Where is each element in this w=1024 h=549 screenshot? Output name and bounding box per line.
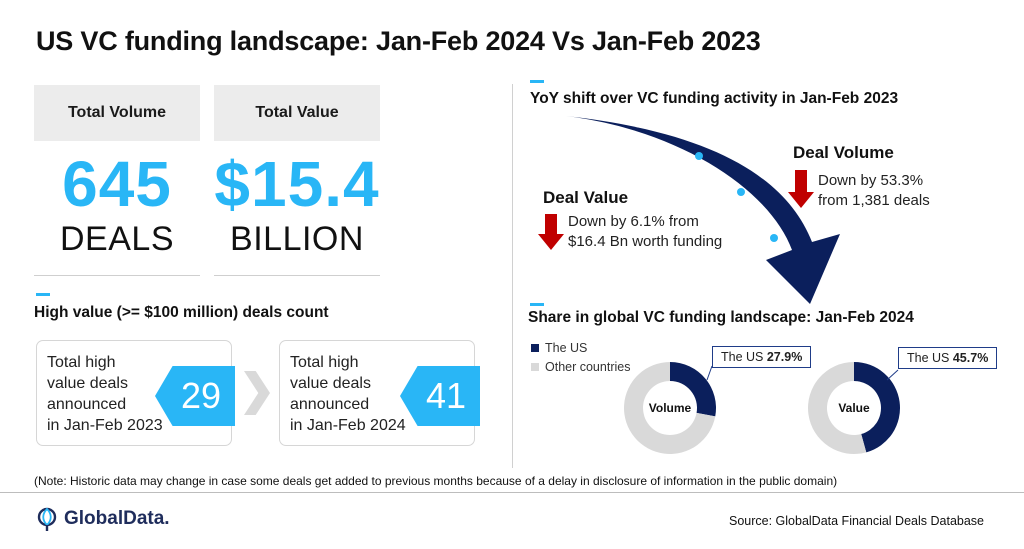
stat-value-value: $15.4 [214, 148, 380, 220]
callout-volume-value: 27.9% [766, 350, 803, 364]
stat-volume-header: Total Volume [34, 85, 200, 141]
stat-volume-rule [34, 275, 200, 276]
deal-value-heading: Deal Value [543, 188, 629, 207]
high-value-count-2024: 41 [400, 366, 480, 426]
callout-value: The US 45.7% [898, 347, 998, 369]
callout-volume-label: The US [721, 350, 767, 364]
donut-slice-the-us [670, 362, 716, 417]
stat-volume: Total Volume 645 DEALS [34, 85, 200, 276]
deal-volume-text: Down by 53.3% from 1,381 deals [818, 171, 930, 211]
card-2024-line-1: Total high [290, 354, 359, 371]
share-marker [530, 303, 544, 306]
callout-volume: The US 27.9% [712, 346, 812, 368]
stat-value-rule [214, 275, 380, 276]
donut-volume-label: Volume [649, 401, 692, 415]
yoy-marker [530, 80, 544, 83]
section-marker [36, 293, 50, 296]
donut-value: Value [808, 362, 900, 454]
brand-name: GlobalData. [64, 508, 170, 529]
curved-arrow-icon [566, 116, 840, 304]
page-title: US VC funding landscape: Jan-Feb 2024 Vs… [36, 26, 761, 56]
stat-volume-unit: DEALS [60, 220, 174, 258]
deal-value-line-2: $16.4 Bn worth funding [568, 233, 723, 250]
stat-value: Total Value $15.4 BILLION [214, 85, 380, 276]
donut-volume: Volume [624, 362, 716, 454]
footer-rule [0, 492, 1024, 493]
legend-other-swatch [531, 363, 539, 371]
globaldata-logo-icon [37, 507, 57, 531]
card-2023-line-3: announced [47, 396, 127, 413]
down-arrow-icon [538, 214, 564, 250]
card-2023-line-1: Total high [47, 354, 116, 371]
footnote: (Note: Historic data may change in case … [34, 474, 838, 488]
donut-slice-other-countries [808, 362, 867, 454]
deal-volume-line-1: Down by 53.3% [818, 172, 924, 189]
donut-slice-the-us [854, 362, 900, 453]
legend-us: The US [531, 341, 587, 355]
arrow-dot-2 [737, 188, 745, 196]
high-value-card-2023-text: Total high value deals announced in Jan-… [47, 352, 163, 436]
high-value-card-2024-text: Total high value deals announced in Jan-… [290, 352, 406, 436]
stat-volume-value: 645 [62, 148, 172, 220]
card-2023-line-4: in Jan-Feb 2023 [47, 417, 163, 434]
deal-value-text: Down by 6.1% from $16.4 Bn worth funding [568, 212, 722, 252]
arrow-dot-1 [695, 152, 703, 160]
deal-value-line-1: Down by 6.1% from [568, 213, 699, 230]
deal-volume-line-2: from 1,381 deals [818, 192, 930, 209]
down-arrow-icon [788, 170, 814, 208]
card-2024-line-3: announced [290, 396, 370, 413]
stat-value-unit: BILLION [230, 220, 364, 258]
share-title: Share in global VC funding landscape: Ja… [528, 309, 914, 326]
legend-other: Other countries [531, 360, 630, 374]
card-2023-line-2: value deals [47, 375, 128, 392]
donut-value-label: Value [838, 401, 870, 415]
high-value-count-2023: 29 [155, 366, 235, 426]
source-text: Source: GlobalData Financial Deals Datab… [729, 514, 984, 528]
high-value-title: High value (>= $100 million) deals count [34, 304, 329, 321]
legend-other-label: Other countries [545, 360, 631, 374]
donut-slice-other-countries [624, 362, 716, 454]
arrow-dot-3 [770, 234, 778, 242]
vertical-divider [512, 84, 513, 468]
card-2024-line-4: in Jan-Feb 2024 [290, 417, 406, 434]
deal-volume-heading: Deal Volume [793, 143, 894, 162]
card-2024-line-2: value deals [290, 375, 371, 392]
legend-us-swatch [531, 344, 539, 352]
yoy-title: YoY shift over VC funding activity in Ja… [530, 90, 899, 107]
callout-value-label: The US [907, 351, 953, 365]
stat-value-header: Total Value [214, 85, 380, 141]
legend-us-label: The US [545, 341, 588, 355]
callout-value-value: 45.7% [952, 351, 989, 365]
brand: GlobalData. [36, 506, 170, 532]
